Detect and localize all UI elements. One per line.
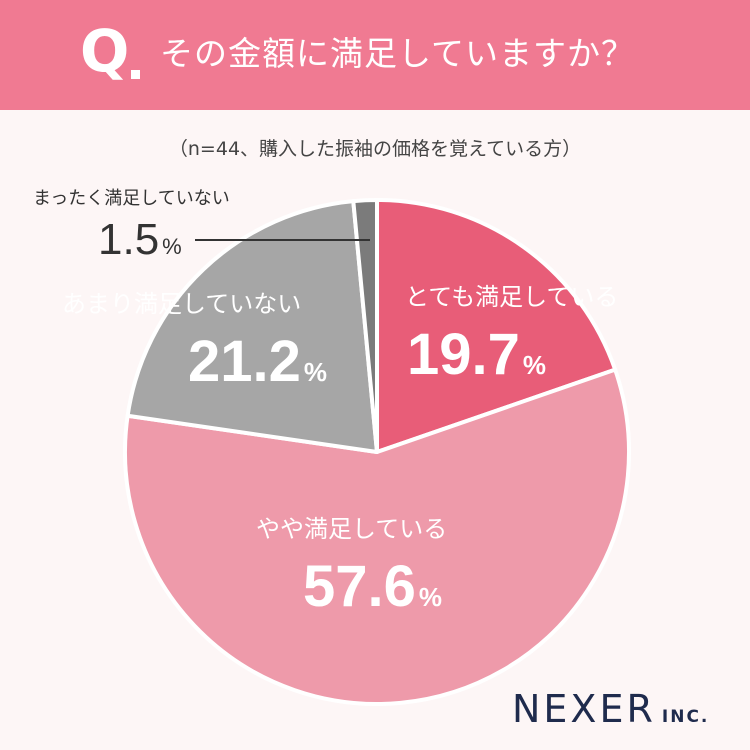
label-not-at-all-satisfied-value: 1.5% (98, 218, 182, 262)
label-not-at-all-satisfied-name: まったく満足していない (33, 188, 230, 209)
nexer-logo: NEXER INC. (512, 690, 709, 728)
slice-not-at-all-satisfied (351, 198, 379, 454)
unit-very-satisfied: % (522, 350, 547, 380)
label-somewhat-satisfied-name: やや満足している (256, 515, 448, 543)
label-somewhat-satisfied-value: 57.6% (303, 558, 442, 616)
label-very-satisfied-name: とても満足している (405, 285, 618, 309)
sample-note: （n=44、購入した振袖の価格を覚えている方） (168, 138, 582, 160)
question-dot (131, 70, 140, 79)
value-very-satisfied: 19.7 (407, 322, 520, 387)
logo-suffix-text: INC. (661, 707, 710, 727)
value-not-at-all-satisfied: 1.5 (98, 215, 160, 264)
slice-not-very-satisfied (125, 199, 379, 454)
value-somewhat-satisfied: 57.6 (303, 554, 416, 619)
value-not-very-satisfied: 21.2 (188, 329, 301, 394)
question-title: その金額に満足していますか？ (160, 34, 636, 73)
label-not-very-satisfied-name: あまり満足していない (62, 290, 302, 318)
unit-not-at-all-satisfied: % (162, 234, 182, 259)
label-very-satisfied-value: 19.7% (407, 326, 546, 384)
question-mark-q: Q (80, 17, 130, 85)
header-banner: Q その金額に満足していますか？ (0, 0, 750, 110)
label-very-satisfied-name-text: とても満足している (405, 283, 619, 311)
unit-somewhat-satisfied: % (418, 582, 443, 612)
slice-somewhat-satisfied (123, 367, 631, 706)
unit-not-very-satisfied: % (303, 357, 328, 387)
logo-main-text: NEXER (512, 687, 656, 731)
label-not-very-satisfied-value: 21.2% (188, 333, 327, 391)
